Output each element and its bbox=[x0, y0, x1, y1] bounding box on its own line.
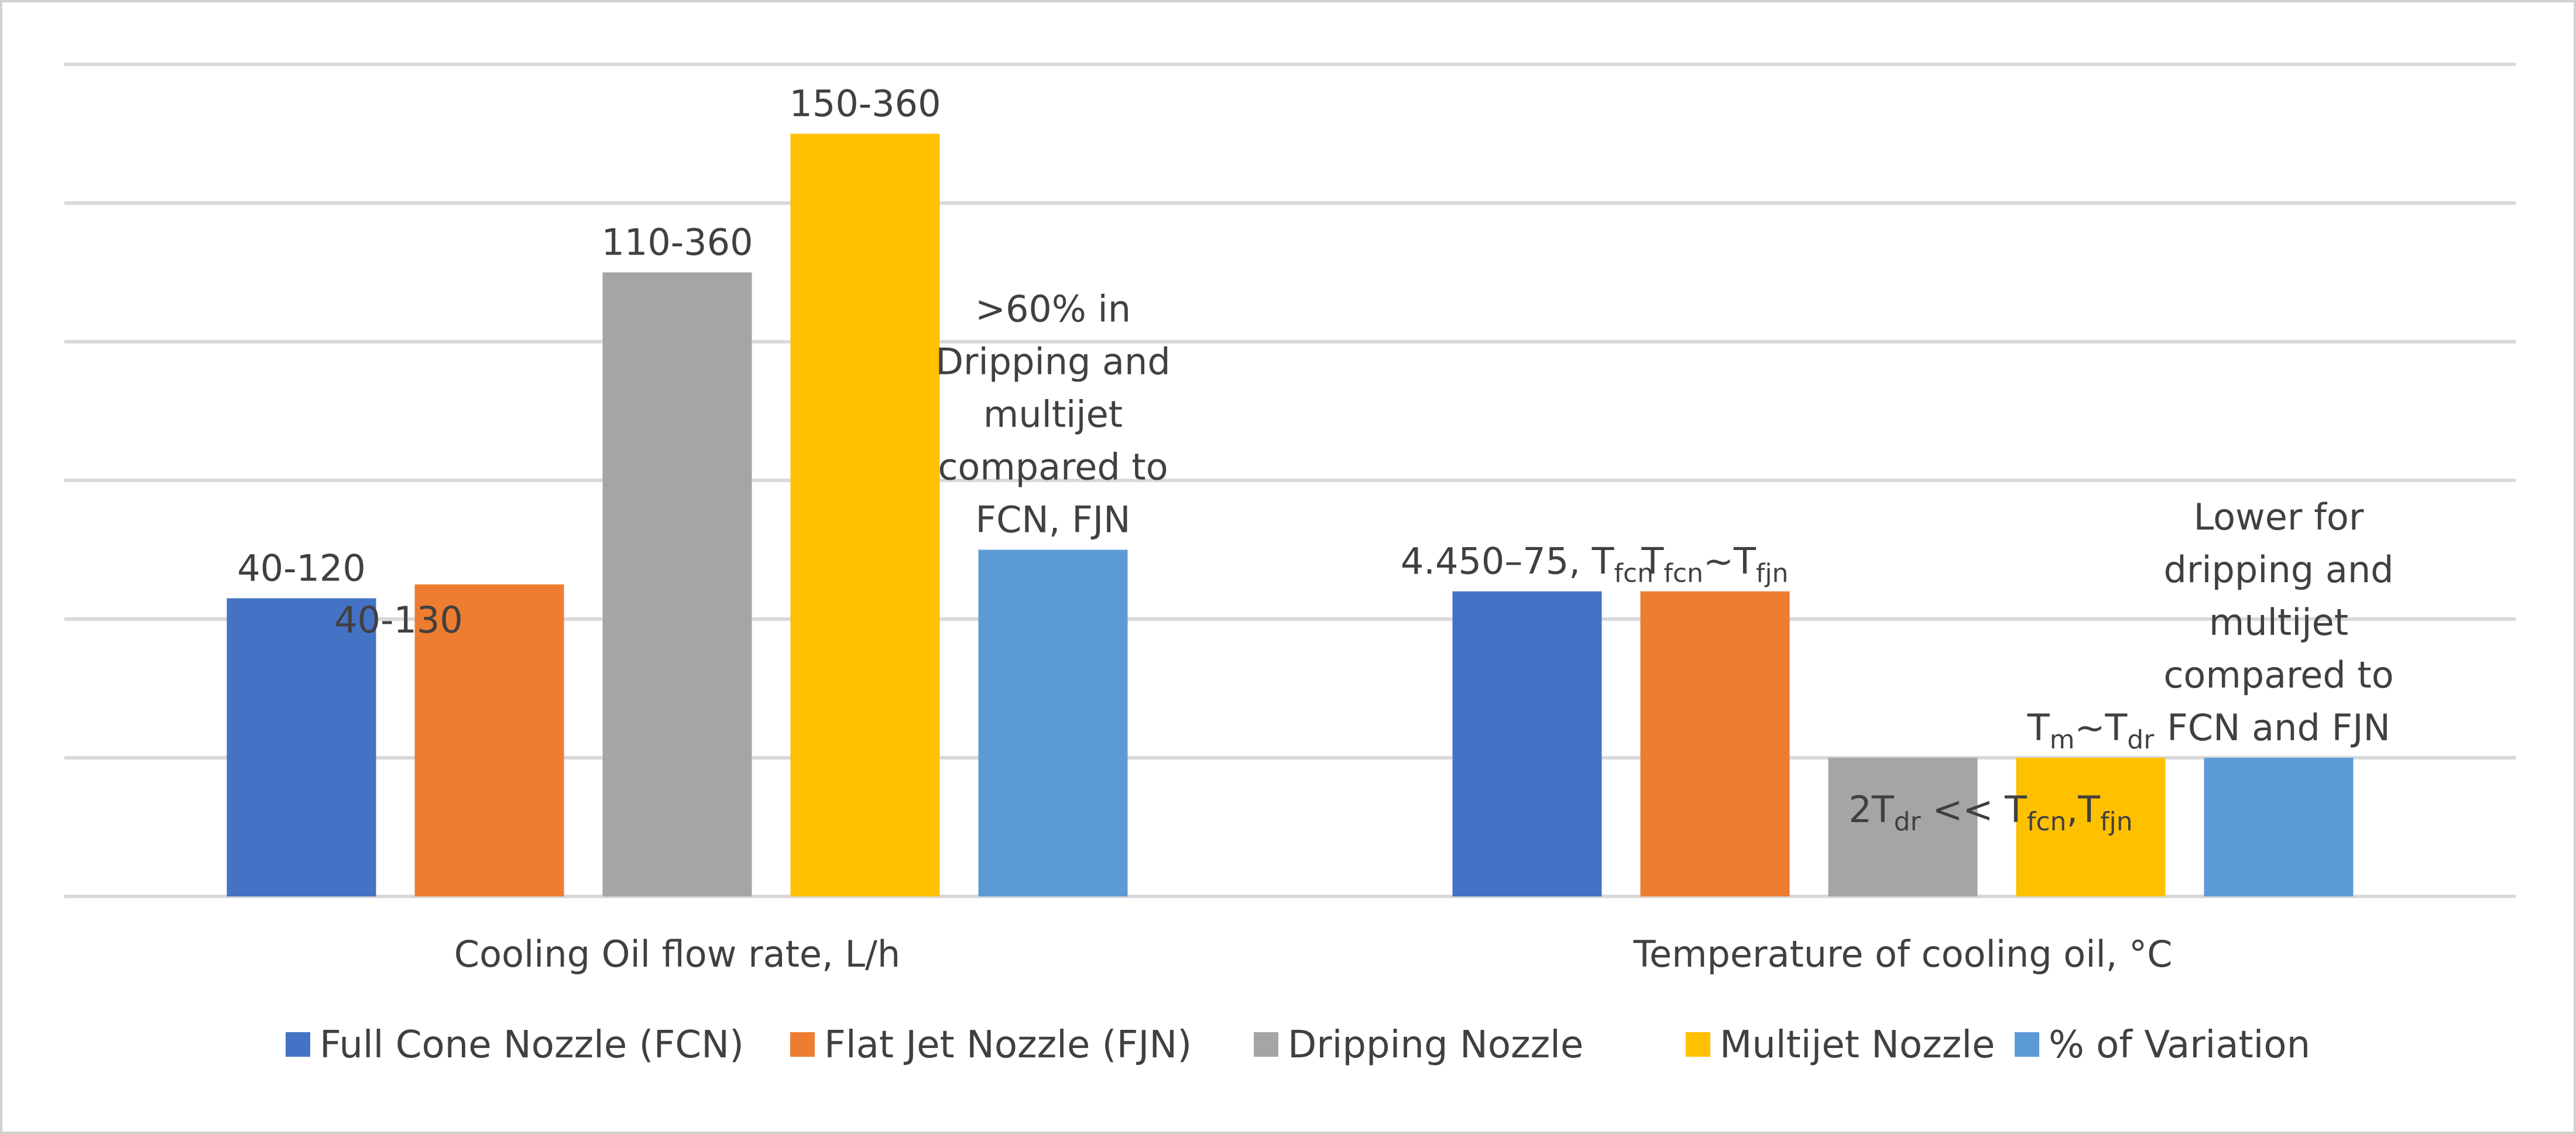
bar-0-4 bbox=[978, 549, 1128, 896]
bar-1-4 bbox=[2204, 758, 2354, 896]
bar-1-1 bbox=[1640, 591, 1790, 896]
legend-swatch-1 bbox=[790, 1032, 815, 1057]
legend-label-4: % of Variation bbox=[2049, 1023, 2310, 1067]
data-label-1-0-0: 4.450–75, Tfcn bbox=[1401, 540, 1654, 589]
bar-1-3 bbox=[2016, 758, 2166, 896]
data-labels: 40-120 40-130 110-360 150-360 >60% in Drippin… bbox=[237, 83, 2393, 837]
bar-0-2 bbox=[602, 272, 752, 896]
legend-swatch-2 bbox=[1254, 1032, 1278, 1057]
bars bbox=[227, 133, 2354, 896]
data-label-0-0-0: 40-120 bbox=[237, 547, 366, 589]
legend-label-0: Full Cone Nozzle (FCN) bbox=[320, 1023, 744, 1067]
category-labels: Cooling Oil flow rate, L/h Temperature of… bbox=[454, 933, 2173, 975]
data-label-0-4-1: Dripping and bbox=[935, 341, 1170, 383]
data-label-0-4-3: compared to bbox=[938, 446, 1168, 489]
data-label-0-1-0: 40-130 bbox=[334, 599, 463, 641]
bar-0-0 bbox=[227, 598, 376, 896]
data-label-1-4-1: dripping and bbox=[2163, 548, 2393, 591]
bar-1-0 bbox=[1452, 591, 1602, 896]
bar-1-2 bbox=[1828, 758, 1978, 896]
data-label-0-4-4: FCN, FJN bbox=[975, 499, 1130, 541]
data-label-1-3-0: Tm~Tdr bbox=[2027, 706, 2155, 755]
data-label-1-4-3: compared to bbox=[2163, 654, 2393, 696]
legend-swatch-3 bbox=[1686, 1032, 1710, 1057]
data-label-0-4-2: multijet bbox=[983, 393, 1123, 436]
legend-label-2: Dripping Nozzle bbox=[1288, 1023, 1583, 1067]
data-label-0-2-0: 110-360 bbox=[601, 221, 753, 264]
data-label-0-3-0: 150-360 bbox=[789, 83, 941, 125]
legend-label-3: Multijet Nozzle bbox=[1720, 1023, 1995, 1067]
legend-swatch-4 bbox=[2015, 1032, 2039, 1057]
legend: Full Cone Nozzle (FCN) Flat Jet Nozzle (F… bbox=[286, 1023, 2310, 1067]
data-label-1-1-0: Tfcn~Tfjn bbox=[1641, 540, 1789, 589]
category-label-1: Temperature of cooling oil, °C bbox=[1633, 933, 2173, 975]
data-label-1-2-0: 2Tdr << Tfcn,Tfjn bbox=[1848, 788, 2132, 837]
category-label-0: Cooling Oil flow rate, L/h bbox=[454, 933, 900, 975]
data-label-1-4-4: FCN and FJN bbox=[2167, 706, 2390, 749]
data-label-0-4-0: >60% in bbox=[975, 288, 1131, 331]
legend-label-1: Flat Jet Nozzle (FJN) bbox=[824, 1023, 1192, 1067]
legend-swatch-0 bbox=[286, 1032, 310, 1057]
data-label-1-4-0: Lower for bbox=[2194, 496, 2364, 538]
data-label-1-4-2: multijet bbox=[2209, 601, 2348, 644]
bar-0-3 bbox=[790, 133, 940, 896]
bar-0-1 bbox=[414, 584, 564, 896]
